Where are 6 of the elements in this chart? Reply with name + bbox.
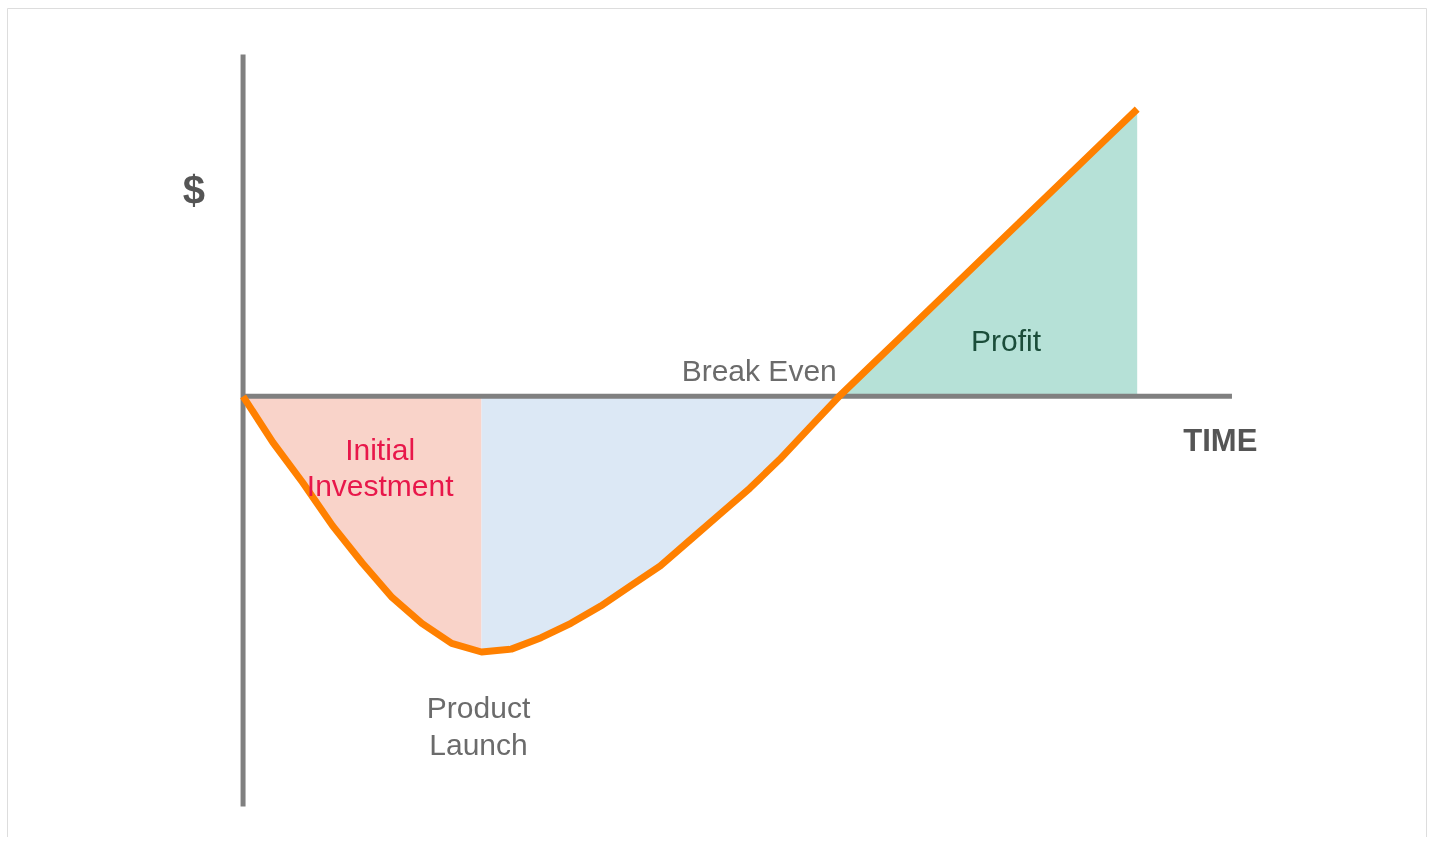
series-label: Profit <box>971 323 1042 357</box>
series-label: Initial Investment <box>306 432 455 502</box>
x-axis-title: TIME <box>1183 423 1258 459</box>
text: Product Launch <box>426 691 531 762</box>
annotation: Break Even <box>681 353 837 387</box>
y-axis-title: $ <box>182 168 205 213</box>
